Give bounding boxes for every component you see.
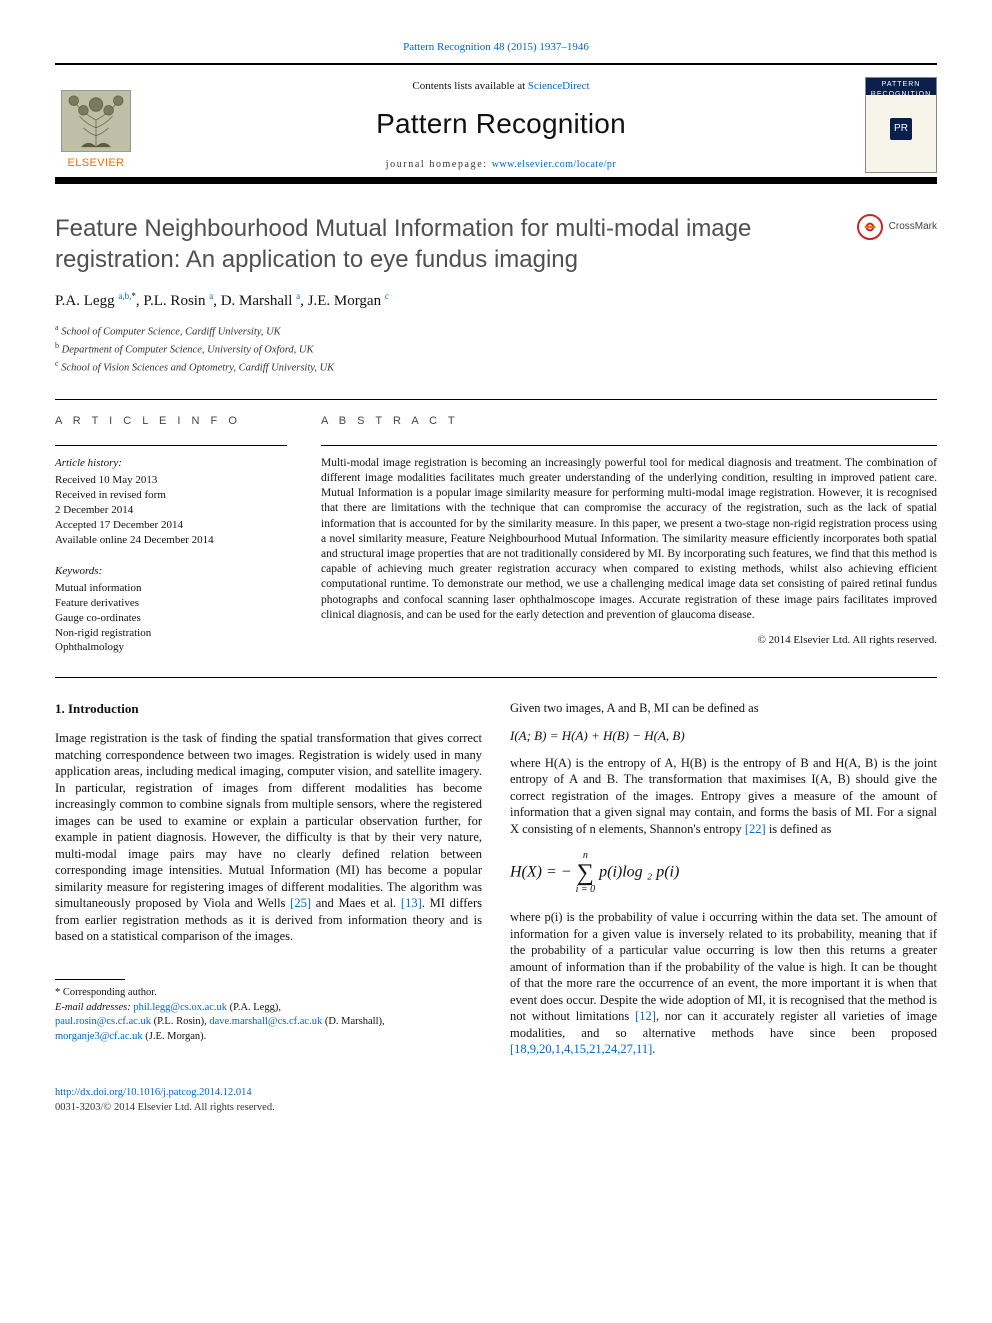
contents-prefix: Contents lists available at xyxy=(412,80,527,92)
crossmark-icon xyxy=(857,214,883,240)
p1b-text: and Maes et al. xyxy=(311,896,401,910)
abstract-rule xyxy=(321,445,937,446)
cover-logo-icon: PR xyxy=(890,118,912,140)
author-list: P.A. Legg a,b,*, P.L. Rosin a, D. Marsha… xyxy=(55,290,937,312)
article-history: Received 10 May 2013Received in revised … xyxy=(55,473,287,547)
publisher-logo: ELSEVIER xyxy=(55,79,137,171)
p2c-text: is defined as xyxy=(766,822,832,836)
mi-definition-lead: Given two images, A and B, MI can be def… xyxy=(510,700,937,717)
formula2-lead: H(X) = − xyxy=(510,864,576,881)
footnotes: * Corresponding author. E-mail addresses… xyxy=(55,979,482,1045)
p3c-text: . xyxy=(652,1042,655,1056)
paper-title: Feature Neighbourhood Mutual Information… xyxy=(55,214,837,275)
history-heading: Article history: xyxy=(55,456,287,471)
email-link[interactable]: dave.marshall@cs.cf.ac.uk xyxy=(209,1016,322,1027)
sum-lower: i = 0 xyxy=(576,885,596,895)
citation-22[interactable]: [22] xyxy=(745,822,766,836)
contents-available: Contents lists available at ScienceDirec… xyxy=(155,79,847,94)
citation-multi[interactable]: [18,9,20,1,4,15,21,24,27,11] xyxy=(510,1042,652,1056)
keywords-list: Mutual informationFeature derivativesGau… xyxy=(55,581,287,655)
citation-25[interactable]: [25] xyxy=(290,896,311,910)
homepage-link[interactable]: www.elsevier.com/locate/pr xyxy=(492,159,617,170)
section-heading-intro: 1. Introduction xyxy=(55,700,482,718)
journal-title: Pattern Recognition xyxy=(155,104,847,143)
publisher-name: ELSEVIER xyxy=(67,156,124,171)
intro-paragraph-1: Image registration is the task of findin… xyxy=(55,730,482,945)
keywords-heading: Keywords: xyxy=(55,564,287,579)
doi-link[interactable]: http://dx.doi.org/10.1016/j.patcog.2014.… xyxy=(55,1086,937,1101)
journal-header: ELSEVIER Contents lists available at Sci… xyxy=(55,63,937,178)
citation-13[interactable]: [13] xyxy=(401,896,422,910)
cover-title-line2: RECOGNITION xyxy=(871,88,931,100)
formula-mi: I(A; B) = H(A) + H(B) − H(A, B) xyxy=(510,727,937,745)
issn-copyright: 0031-3203/© 2014 Elsevier Ltd. All right… xyxy=(55,1101,937,1116)
footnote-rule xyxy=(55,979,125,980)
separator-rule xyxy=(55,399,937,400)
email-link[interactable]: phil.legg@cs.ox.ac.uk xyxy=(133,1002,227,1013)
corresponding-author-note: * Corresponding author. xyxy=(55,986,482,1001)
header-rule xyxy=(55,178,937,184)
p2b-text: where H(A) is the entropy of A, H(B) is … xyxy=(510,756,937,836)
journal-homepage: journal homepage: www.elsevier.com/locat… xyxy=(155,158,847,172)
info-rule xyxy=(55,445,287,446)
journal-cover-thumbnail: PATTERN RECOGNITION PR xyxy=(865,77,937,173)
crossmark-badge[interactable]: CrossMark xyxy=(857,214,937,240)
separator-rule-2 xyxy=(55,677,937,678)
p3a-text: where p(i) is the probability of value i… xyxy=(510,910,937,1023)
article-info-label: A R T I C L E I N F O xyxy=(55,414,287,429)
summation-icon: n∑i = 0 xyxy=(576,851,596,895)
email-addresses: E-mail addresses: phil.legg@cs.ox.ac.uk … xyxy=(55,1001,482,1045)
email-link[interactable]: morganje3@cf.ac.uk xyxy=(55,1031,143,1042)
entropy-explain: where H(A) is the entropy of A, H(B) is … xyxy=(510,755,937,838)
abstract-label: A B S T R A C T xyxy=(321,414,937,429)
probability-paragraph: where p(i) is the probability of value i… xyxy=(510,909,937,1058)
affiliations: a School of Computer Science, Cardiff Un… xyxy=(55,322,937,377)
citation-12[interactable]: [12] xyxy=(635,1009,656,1023)
formula2-tail: p(i)log ₂ p(i) xyxy=(595,864,679,881)
email-link[interactable]: paul.rosin@cs.cf.ac.uk xyxy=(55,1016,151,1027)
sciencedirect-link[interactable]: ScienceDirect xyxy=(528,80,590,92)
crossmark-label: CrossMark xyxy=(889,220,937,234)
abstract-copyright: © 2014 Elsevier Ltd. All rights reserved… xyxy=(321,633,937,648)
elsevier-tree-icon xyxy=(61,90,131,152)
formula-entropy: H(X) = − n∑i = 0 p(i)log ₂ p(i) xyxy=(510,851,937,895)
journal-reference: Pattern Recognition 48 (2015) 1937–1946 xyxy=(55,40,937,55)
p1-text: Image registration is the task of findin… xyxy=(55,731,482,910)
homepage-prefix: journal homepage: xyxy=(386,159,492,170)
abstract-text: Multi-modal image registration is becomi… xyxy=(321,456,937,623)
